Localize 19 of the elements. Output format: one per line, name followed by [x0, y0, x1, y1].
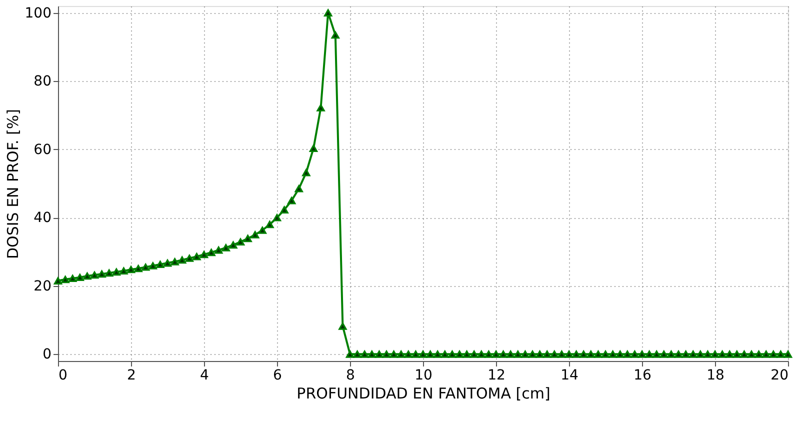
- x-tick-label: 6: [273, 368, 282, 384]
- x-tick-label: 0: [58, 368, 68, 384]
- y-tick-label: 60: [34, 142, 52, 158]
- x-tick-label: 20: [770, 368, 788, 384]
- x-tick-label: 14: [560, 368, 578, 384]
- x-axis-title: PROFUNDIDAD EN FANTOMA [cm]: [296, 384, 550, 402]
- x-tick-label: 10: [414, 368, 432, 384]
- y-axis-title: DOSIS EN PROF. [%]: [4, 108, 22, 260]
- x-tick-label: 4: [200, 368, 210, 384]
- x-tick-label: 2: [127, 368, 136, 384]
- x-tick-label: 8: [346, 368, 355, 384]
- y-tick-label: 0: [42, 346, 52, 363]
- y-tick-label: 20: [34, 278, 52, 294]
- x-tick-label: 18: [706, 368, 724, 384]
- y-tick-label: 40: [34, 210, 52, 226]
- x-tick-label: 12: [488, 368, 506, 384]
- y-tick-label: 100: [24, 5, 52, 22]
- x-tick-label: 16: [634, 368, 652, 384]
- y-tick-label: 80: [34, 74, 52, 90]
